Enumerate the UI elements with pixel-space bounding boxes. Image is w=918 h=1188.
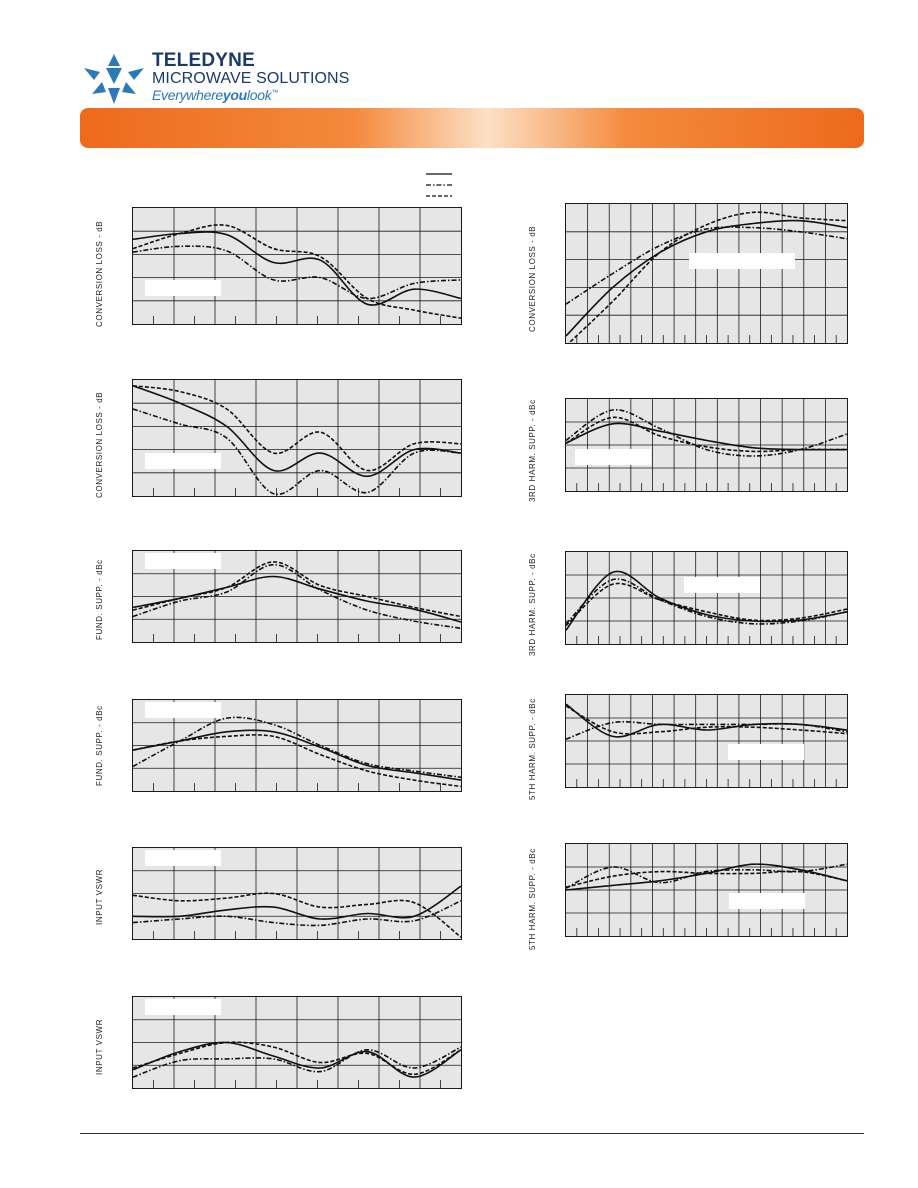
- ylabel-conversion-loss-2: CONVERSION LOSS - dB: [95, 391, 104, 498]
- curve-solid: [133, 385, 461, 478]
- ylabel-conversion-loss-3: CONVERSION LOSS - dB: [528, 225, 537, 332]
- label-box: [145, 999, 221, 1015]
- brand-tagline: Everywhereyoulook™: [152, 87, 278, 103]
- curve-solid: [566, 422, 847, 451]
- curve-dashed: [133, 734, 461, 788]
- chart-plot-area: [566, 552, 847, 644]
- curve-dash-dot: [133, 716, 461, 779]
- label-box: [145, 850, 221, 866]
- label-box: [689, 253, 795, 269]
- ylabel-input-vswr-2: INPUT VSWR: [95, 1018, 104, 1075]
- chart-plot-area: [133, 208, 461, 324]
- tagline-part-b: you: [222, 87, 247, 103]
- curve-solid: [133, 1041, 461, 1078]
- curve-dash-dot: [566, 226, 847, 305]
- chart-plot-area: [566, 844, 847, 936]
- chart-conversion-loss-3: [565, 203, 848, 344]
- tagline-part-c: look: [246, 87, 272, 103]
- curve-dashed: [133, 1041, 461, 1076]
- ylabel-3rd-harm-supp-2: 3RD HARM. SUPP. - dBc: [528, 553, 537, 656]
- label-box: [729, 893, 805, 909]
- ylabel-3rd-harm-supp-1: 3RD HARM. SUPP. - dBc: [528, 399, 537, 502]
- teledyne-logo: TELEDYNE MICROWAVE SOLUTIONS Everywherey…: [80, 50, 360, 110]
- chart-plot-area: [566, 204, 847, 343]
- curve-solid: [133, 885, 461, 920]
- ylabel-5th-harm-supp-1: 5TH HARM. SUPP. - dBc: [528, 698, 537, 800]
- ylabel-fund-supp-1: FUND. SUPP. - dBc: [95, 559, 104, 640]
- header-banner: [80, 108, 864, 148]
- curve-dash-dot: [133, 563, 461, 630]
- curve-dashed: [133, 561, 461, 618]
- curve-dashed: [566, 870, 847, 888]
- teledyne-logo-icon: [84, 54, 144, 104]
- curve-solid: [133, 575, 461, 623]
- curve-dashed: [133, 385, 461, 472]
- chart-3rd-harm-supp-2: [565, 551, 848, 645]
- legend-line-styles: [426, 173, 452, 197]
- curve-dash-dot: [566, 578, 847, 625]
- chart-conversion-loss-2: [132, 379, 462, 497]
- curve-dash-dot: [133, 900, 461, 927]
- label-box: [575, 449, 651, 465]
- curve-solid: [566, 703, 847, 738]
- tagline-part-a: Everywhere: [152, 87, 223, 103]
- chart-plot-area: [133, 848, 461, 939]
- ylabel-conversion-loss-1: CONVERSION LOSS - dB: [95, 220, 104, 327]
- curve-dashed: [566, 416, 847, 453]
- curve-solid: [566, 863, 847, 891]
- curve-solid: [566, 570, 847, 631]
- chart-plot-area: [133, 700, 461, 791]
- curve-solid: [133, 231, 461, 306]
- ylabel-input-vswr-1: INPUT VSWR: [95, 868, 104, 925]
- brand-line2: MICROWAVE SOLUTIONS: [152, 70, 350, 87]
- curve-dashed: [567, 211, 847, 343]
- curve-dash-dot: [133, 245, 461, 300]
- label-box: [145, 553, 221, 569]
- curve-dashed: [133, 892, 461, 938]
- brand-line1: TELEDYNE: [152, 50, 255, 71]
- chart-5th-harm-supp-1: [565, 694, 848, 788]
- chart-plot-area: [566, 695, 847, 787]
- curve-dash-dot: [133, 408, 461, 496]
- curve-dashed: [566, 582, 847, 627]
- ylabel-5th-harm-supp-2: 5TH HARM. SUPP. - dBc: [528, 848, 537, 950]
- chart-plot-area: [133, 380, 461, 496]
- chart-3rd-harm-supp-1: [565, 398, 848, 492]
- curve-dashed: [133, 224, 461, 319]
- chart-plot-area: [566, 399, 847, 491]
- chart-5th-harm-supp-2: [565, 843, 848, 937]
- label-box: [684, 577, 760, 593]
- label-box: [145, 702, 221, 718]
- chart-conversion-loss-1: [132, 207, 462, 325]
- label-box: [145, 280, 221, 296]
- curve-dash-dot: [566, 720, 847, 740]
- footer-rule: [80, 1133, 864, 1134]
- curve-solid: [566, 219, 847, 337]
- label-box: [728, 744, 804, 760]
- tagline-tm: ™: [271, 89, 279, 97]
- label-box: [145, 453, 221, 469]
- curve-dashed: [566, 705, 847, 735]
- curve-dash-dot: [566, 863, 847, 889]
- ylabel-fund-supp-2: FUND. SUPP. - dBc: [95, 705, 104, 786]
- curve-dash-dot: [133, 1046, 461, 1078]
